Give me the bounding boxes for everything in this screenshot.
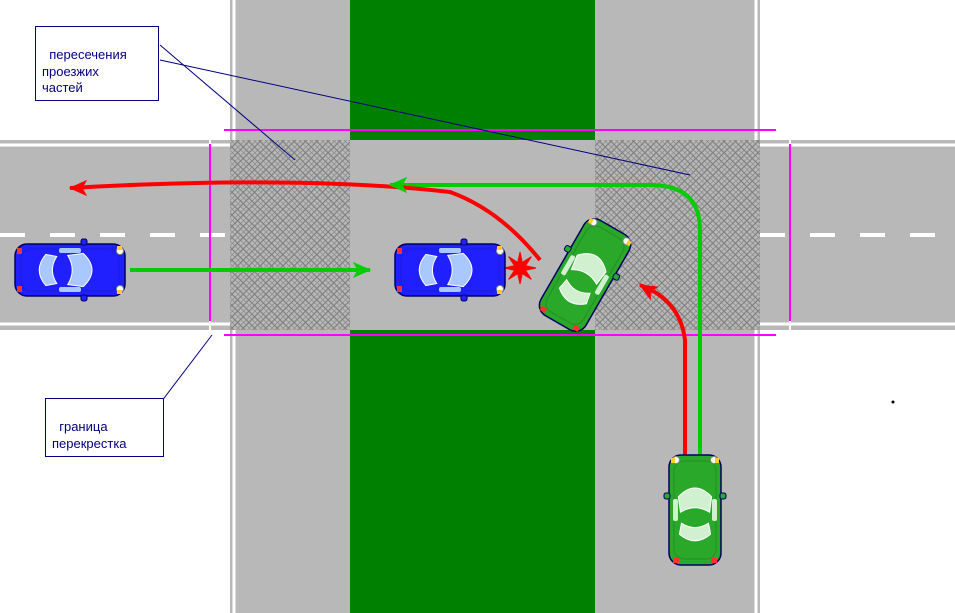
callout-intersection-areas: пересечения проезжих частей (35, 26, 159, 101)
callout-text: граница перекрестка (52, 419, 127, 450)
blue-car (395, 239, 505, 301)
callout-text: пересечения проезжих частей (42, 47, 127, 95)
callout-crossing-border: граница перекрестка (45, 398, 164, 457)
blue-car (15, 239, 125, 301)
collision-star (504, 252, 536, 284)
green-car (664, 455, 726, 565)
